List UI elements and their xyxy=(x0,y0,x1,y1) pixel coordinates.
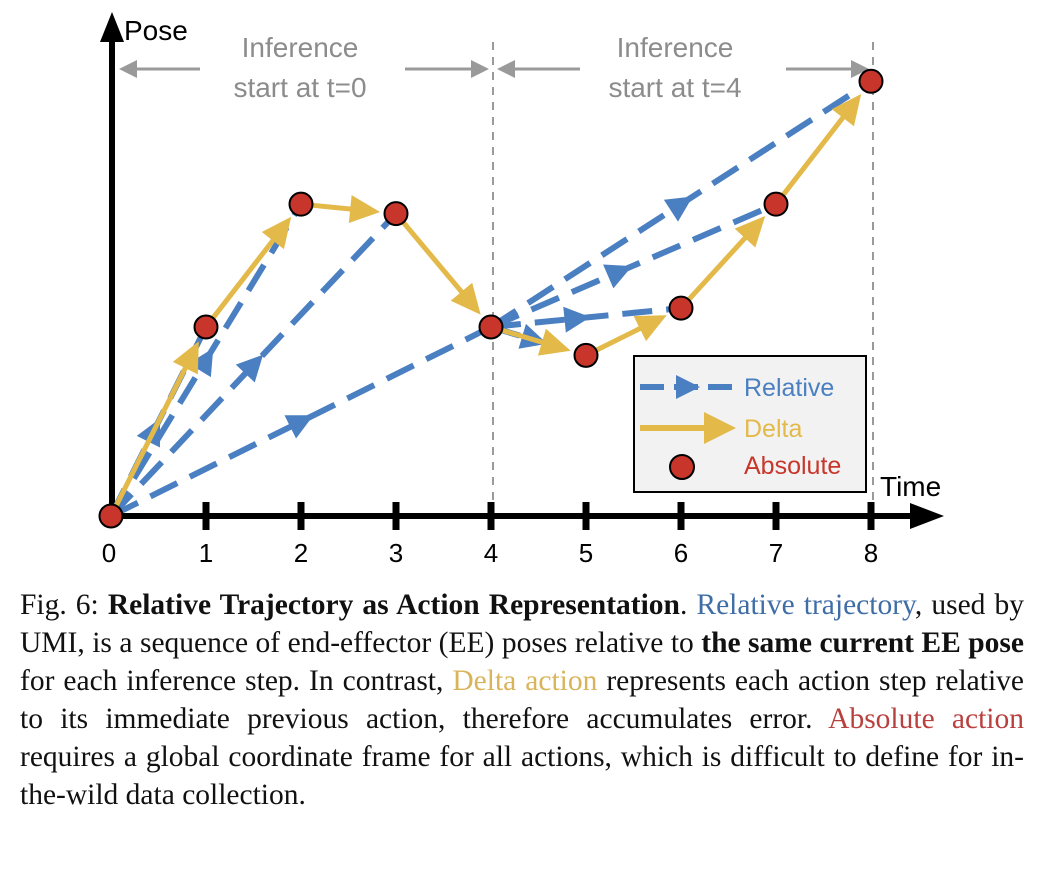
delta-arrowhead-4-5 xyxy=(537,328,571,356)
legend-delta-label: Delta xyxy=(744,415,802,443)
delta-segment-0-1 xyxy=(112,358,193,510)
delta-arrowhead-6-7 xyxy=(734,215,766,248)
x-tick-label-3: 3 xyxy=(389,538,403,568)
x-axis-label: Time xyxy=(880,471,941,502)
absolute-marker-t4 xyxy=(478,314,504,340)
delta-segment-1-2 xyxy=(208,231,281,323)
absolute-marker-t0 xyxy=(98,503,124,529)
relative-arrowhead-4-7 xyxy=(603,264,633,289)
figure-caption: Fig. 6: Relative Trajectory as Action Re… xyxy=(20,586,1024,814)
caption-fig-label: Fig. 6: xyxy=(20,589,108,621)
delta-segment-3-4 xyxy=(399,218,470,302)
caption-text-3: for each inference step. In contrast, xyxy=(20,665,453,697)
absolute-marker-t8 xyxy=(858,68,884,94)
delta-arrowhead-0-1 xyxy=(172,341,199,375)
annotation-right-line1: Inference xyxy=(617,32,734,63)
relative-segment-0-4 xyxy=(109,329,482,519)
annotation-left-line1: Inference xyxy=(242,32,359,63)
x-tick-label-4: 4 xyxy=(484,538,498,568)
delta-segment-6-7 xyxy=(684,229,754,304)
x-tick-label-2: 2 xyxy=(294,538,308,568)
annotation-left-line2: start at t=0 xyxy=(233,72,366,103)
legend-absolute-label: Absolute xyxy=(744,452,841,480)
x-tick-label-5: 5 xyxy=(579,538,593,568)
figure-6-chart: Inference start at t=0 Inference start a… xyxy=(98,12,944,568)
absolute-marker-t2 xyxy=(288,191,314,217)
caption-relative-term: Relative trajectory xyxy=(696,589,915,621)
annotation-right-line2: start at t=4 xyxy=(608,72,741,103)
relative-arrowhead-4-6 xyxy=(563,306,591,333)
caption-text-2: , used by UMI, is a sequence of end-effe… xyxy=(20,589,1024,659)
y-axis-label: Pose xyxy=(124,15,188,46)
caption-absolute-term: Absolute action xyxy=(828,703,1024,735)
legend: Relative Delta Absolute xyxy=(633,355,867,493)
caption-text-5: requires a global coordinate frame for a… xyxy=(20,741,1024,811)
x-axis-arrowhead xyxy=(910,503,944,529)
x-tick-label-1: 1 xyxy=(199,538,213,568)
delta-arrowhead-5-6 xyxy=(633,315,667,342)
caption-delta-term: Delta action xyxy=(452,665,598,697)
delta-arrowhead-1-2 xyxy=(261,216,292,250)
delta-arrowhead-3-4 xyxy=(450,282,481,315)
relative-arrowhead-0-4 xyxy=(284,415,314,439)
absolute-marker-t6 xyxy=(668,295,694,321)
y-axis-arrowhead xyxy=(100,12,124,42)
relative-arrowhead-0-2 xyxy=(188,348,214,378)
delta-arrowhead-2-3 xyxy=(348,195,381,223)
caption-bold-phrase: the same current EE pose xyxy=(701,627,1024,659)
legend-relative-label: Relative xyxy=(744,374,834,402)
delta-segment-7-8 xyxy=(778,108,851,200)
caption-text-4: represents each action step relative to … xyxy=(20,665,1024,735)
absolute-marker-t7 xyxy=(763,191,789,217)
delta-segment-5-6 xyxy=(592,321,650,355)
absolute-marker-t3 xyxy=(383,201,409,227)
caption-title: Relative Trajectory as Action Representa… xyxy=(107,589,680,621)
absolute-marker-t1 xyxy=(193,314,219,340)
relative-arrowhead-0-3 xyxy=(235,354,264,383)
x-tick-label-7: 7 xyxy=(769,538,783,568)
legend-delta-arrowhead xyxy=(704,412,736,444)
legend-relative-arrowhead xyxy=(676,375,700,399)
relative-arrowhead-4-8 xyxy=(663,196,693,222)
x-tick-label-6: 6 xyxy=(674,538,688,568)
absolute-marker-t5 xyxy=(573,342,599,368)
x-tick-label-8: 8 xyxy=(864,538,878,568)
delta-arrowhead-7-8 xyxy=(831,93,862,127)
caption-text-1: . xyxy=(679,589,697,621)
x-tick-label-0: 0 xyxy=(102,538,116,568)
legend-absolute-marker xyxy=(669,454,695,480)
